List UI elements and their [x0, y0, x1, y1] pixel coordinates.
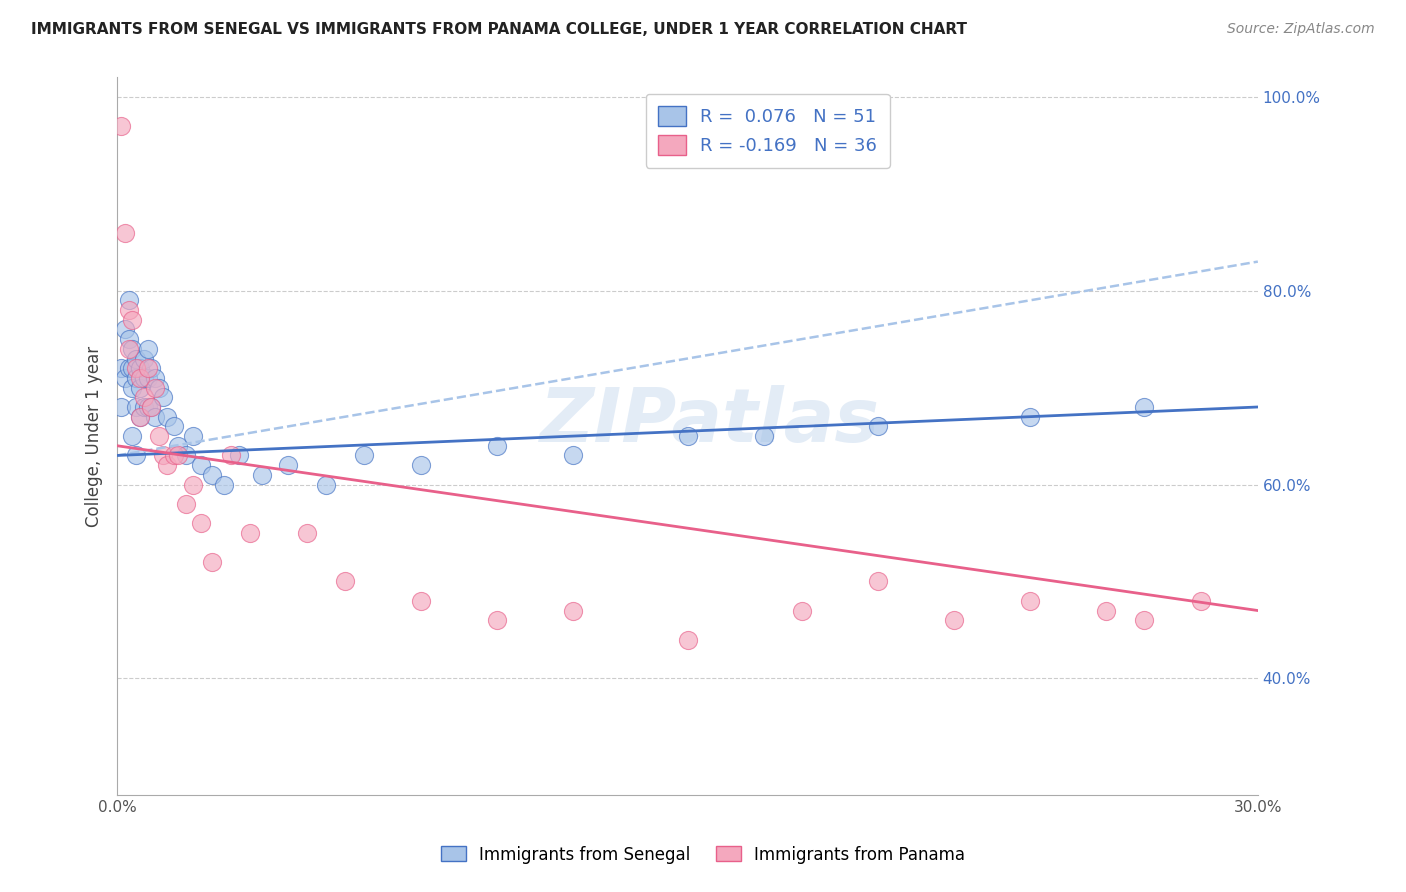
Point — [121, 429, 143, 443]
Point — [752, 429, 775, 443]
Point — [121, 342, 143, 356]
Point — [110, 400, 132, 414]
Point — [136, 400, 159, 414]
Point — [143, 409, 166, 424]
Point — [136, 371, 159, 385]
Point — [129, 371, 152, 385]
Point — [315, 477, 337, 491]
Point — [1189, 594, 1212, 608]
Point — [411, 458, 433, 472]
Point — [117, 293, 139, 308]
Point — [129, 409, 152, 424]
Text: Source: ZipAtlas.com: Source: ZipAtlas.com — [1227, 22, 1375, 37]
Point — [181, 429, 204, 443]
Point — [129, 361, 152, 376]
Point — [1018, 409, 1040, 424]
Point — [129, 381, 152, 395]
Point — [121, 312, 143, 326]
Point — [181, 477, 204, 491]
Point — [132, 390, 155, 404]
Point — [866, 419, 889, 434]
Point — [129, 409, 152, 424]
Point — [239, 526, 262, 541]
Point — [143, 371, 166, 385]
Point — [219, 449, 242, 463]
Point — [562, 449, 585, 463]
Point — [148, 381, 170, 395]
Point — [110, 361, 132, 376]
Point — [297, 526, 319, 541]
Point — [117, 361, 139, 376]
Point — [866, 574, 889, 589]
Point — [114, 371, 136, 385]
Text: IMMIGRANTS FROM SENEGAL VS IMMIGRANTS FROM PANAMA COLLEGE, UNDER 1 YEAR CORRELAT: IMMIGRANTS FROM SENEGAL VS IMMIGRANTS FR… — [31, 22, 967, 37]
Point — [163, 419, 186, 434]
Point — [201, 467, 224, 482]
Point — [117, 332, 139, 346]
Point — [141, 400, 163, 414]
Point — [201, 555, 224, 569]
Point — [1094, 603, 1116, 617]
Point — [676, 429, 699, 443]
Point — [250, 467, 273, 482]
Point — [174, 449, 197, 463]
Point — [125, 371, 148, 385]
Point — [136, 342, 159, 356]
Legend: Immigrants from Senegal, Immigrants from Panama: Immigrants from Senegal, Immigrants from… — [434, 839, 972, 871]
Point — [152, 390, 174, 404]
Point — [132, 351, 155, 366]
Point — [486, 439, 509, 453]
Point — [1132, 613, 1154, 627]
Point — [141, 361, 163, 376]
Point — [190, 516, 212, 531]
Point — [156, 458, 179, 472]
Point — [942, 613, 965, 627]
Point — [174, 497, 197, 511]
Point — [125, 361, 148, 376]
Point — [121, 361, 143, 376]
Point — [110, 119, 132, 133]
Point — [167, 449, 190, 463]
Point — [228, 449, 250, 463]
Y-axis label: College, Under 1 year: College, Under 1 year — [86, 345, 103, 526]
Point — [136, 361, 159, 376]
Point — [486, 613, 509, 627]
Point — [167, 439, 190, 453]
Point — [141, 400, 163, 414]
Point — [152, 449, 174, 463]
Point — [114, 322, 136, 336]
Point — [143, 381, 166, 395]
Point — [114, 226, 136, 240]
Point — [562, 603, 585, 617]
Point — [117, 342, 139, 356]
Point — [132, 371, 155, 385]
Point — [132, 400, 155, 414]
Point — [121, 381, 143, 395]
Point — [163, 449, 186, 463]
Point — [148, 429, 170, 443]
Point — [117, 303, 139, 318]
Point — [125, 400, 148, 414]
Text: ZIPatlas: ZIPatlas — [540, 385, 880, 458]
Point — [125, 351, 148, 366]
Point — [676, 632, 699, 647]
Point — [1018, 594, 1040, 608]
Point — [190, 458, 212, 472]
Point — [790, 603, 813, 617]
Point — [411, 594, 433, 608]
Point — [277, 458, 299, 472]
Point — [125, 449, 148, 463]
Point — [353, 449, 375, 463]
Legend: R =  0.076   N = 51, R = -0.169   N = 36: R = 0.076 N = 51, R = -0.169 N = 36 — [645, 94, 890, 168]
Point — [156, 409, 179, 424]
Point — [212, 477, 235, 491]
Point — [1132, 400, 1154, 414]
Point — [335, 574, 357, 589]
